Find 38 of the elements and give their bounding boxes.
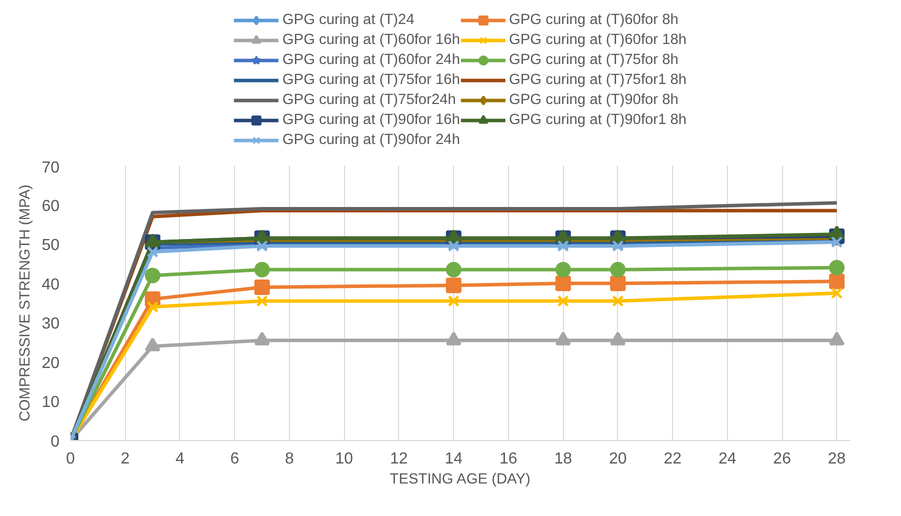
y-tick-label: 10 (42, 394, 60, 412)
x-tick-label: 22 (664, 450, 682, 468)
x-tick-label: 6 (230, 450, 240, 468)
legend-label: GPG curing at (T)90for 8h (509, 92, 678, 108)
x-tick-label: 20 (608, 450, 627, 468)
legend-label: GPG curing at (T)75for 8h (509, 52, 678, 68)
legend-label: GPG curing at (T)90for1 8h (509, 112, 687, 128)
legend-label: GPG curing at (T)60for 18h (509, 32, 687, 48)
x-tick-label: 26 (773, 450, 792, 468)
y-axis-title: COMPRESSIVE STRENGTH (MPA) (18, 184, 34, 422)
x-tick-label: 0 (66, 450, 76, 468)
y-tick-label: 40 (42, 276, 60, 294)
y-tick-label: 30 (42, 316, 60, 333)
x-tick-label: 18 (554, 450, 572, 468)
legend-label: GPG curing at (T)75for 16h (282, 72, 460, 88)
legend-label: GPG curing at (T)24 (282, 12, 414, 28)
x-tick-label: 4 (176, 450, 185, 468)
y-tick-label: 60 (42, 198, 60, 215)
legend-label: GPG curing at (T)90for 16h (282, 112, 460, 128)
x-tick-label: 10 (335, 450, 354, 468)
y-tick-label: 0 (50, 434, 60, 450)
x-tick-label: 2 (120, 450, 130, 468)
x-tick-label: 8 (285, 450, 294, 468)
legend-label: GPG curing at (T)60for 16h (282, 32, 460, 48)
x-tick-label: 16 (499, 450, 518, 468)
legend-label: GPG curing at (T)90for 24h (282, 132, 460, 148)
legend-label: GPG curing at (T)75for24h (282, 92, 456, 108)
legend-label: GPG curing at (T)75for1 8h (509, 72, 687, 88)
legend-label: GPG curing at (T)60for 24h (282, 52, 460, 68)
y-tick-label: 50 (42, 237, 60, 254)
x-tick-label: 28 (828, 450, 846, 468)
x-tick-label: 14 (444, 450, 463, 468)
legend-label: GPG curing at (T)60for 8h (509, 12, 678, 28)
x-tick-label: 24 (718, 450, 736, 468)
y-tick-label: 70 (42, 160, 60, 176)
x-axis-title: TESTING AGE (DAY) (390, 472, 530, 488)
y-tick-label: 20 (42, 354, 60, 372)
x-tick-label: 12 (390, 450, 408, 468)
